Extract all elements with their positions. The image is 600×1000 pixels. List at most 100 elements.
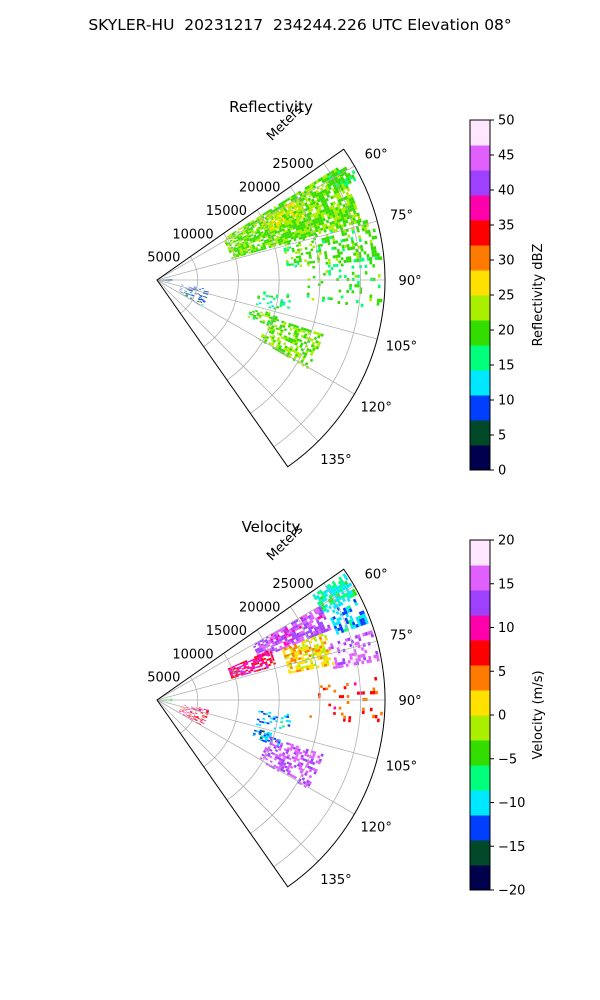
echo-cell	[272, 211, 277, 215]
echo-cell	[292, 226, 296, 230]
echo-cell	[276, 738, 280, 742]
echo-cell	[262, 297, 266, 300]
echo-cell	[266, 217, 271, 221]
echo-cell	[347, 591, 352, 596]
echo-cell	[279, 645, 283, 649]
echo-cell	[198, 723, 202, 726]
echo-cell	[202, 292, 206, 295]
echo-cell	[198, 710, 202, 712]
echo-cell	[254, 224, 258, 228]
echo-cell	[265, 713, 269, 716]
echo-cell	[287, 324, 291, 328]
echo-cell	[312, 213, 316, 217]
echo-cell	[251, 244, 255, 247]
echo-cell	[275, 637, 279, 641]
echo-cell	[291, 756, 295, 760]
echo-cell	[276, 306, 280, 309]
echo-cell	[286, 209, 290, 213]
echo-cell	[307, 215, 311, 219]
echo-cell	[284, 632, 289, 637]
echo-cell	[179, 710, 182, 712]
echo-cell	[181, 711, 184, 713]
echo-cell	[268, 214, 272, 218]
echo-cell	[229, 670, 232, 674]
echo-cell	[302, 653, 306, 657]
echo-cell	[319, 216, 323, 220]
echo-cell	[298, 666, 302, 670]
echo-cell	[271, 341, 276, 345]
echo-cell	[264, 243, 268, 246]
echo-cell	[296, 262, 300, 266]
echo-cell	[323, 640, 327, 645]
echo-cell	[303, 772, 308, 777]
echo-cell	[323, 237, 327, 241]
echo-cell	[286, 226, 290, 230]
echo-cell	[355, 623, 359, 628]
echo-cell	[310, 344, 315, 348]
echo-cell	[306, 649, 310, 653]
echo-cell	[295, 332, 300, 336]
echo-cell	[311, 761, 316, 766]
echo-cell	[340, 263, 344, 267]
echo-cell	[276, 639, 280, 643]
echo-cell	[351, 277, 355, 282]
echo-cell	[364, 226, 368, 231]
echo-cell	[348, 608, 353, 613]
echo-cell	[343, 182, 348, 187]
echo-cell	[323, 616, 327, 621]
echo-cell	[323, 205, 327, 210]
echo-cell	[250, 248, 254, 251]
echo-cell	[324, 253, 328, 257]
echo-cell	[303, 647, 307, 652]
echo-cell	[296, 217, 300, 222]
echo-cell	[236, 248, 240, 251]
echo-cell	[311, 341, 316, 346]
echo-cell	[319, 599, 324, 604]
echo-cell	[294, 757, 298, 761]
echo-cell	[280, 635, 284, 639]
echo-cell	[291, 231, 295, 235]
echo-cell	[333, 587, 338, 592]
echo-cell	[275, 642, 279, 646]
echo-cell	[332, 207, 337, 212]
echo-cell	[291, 194, 295, 199]
echo-cell	[337, 620, 341, 625]
echo-cell	[288, 633, 292, 637]
echo-cell	[370, 277, 373, 282]
echo-cell	[306, 347, 310, 352]
echo-cell	[360, 303, 364, 308]
echo-cell	[190, 290, 193, 292]
echo-cell	[293, 238, 297, 242]
echo-cell	[263, 750, 267, 754]
echo-cell	[322, 687, 326, 691]
echo-cell	[313, 203, 318, 208]
echo-cell	[308, 251, 312, 255]
echo-cell	[322, 655, 326, 659]
echo-cell	[376, 301, 380, 306]
echo-cell	[294, 207, 298, 212]
echo-cell	[191, 706, 194, 708]
echo-cell	[283, 748, 287, 752]
echo-cell	[241, 254, 244, 257]
colorbar-tick-label: 15	[498, 577, 515, 592]
echo-cell	[316, 757, 320, 762]
echo-cell	[268, 245, 272, 249]
echo-cell	[281, 235, 285, 239]
echo-cell	[352, 598, 357, 603]
echo-cell	[315, 189, 320, 194]
echo-cell	[291, 629, 296, 633]
echo-cell	[293, 744, 297, 748]
echo-cell	[196, 716, 199, 719]
echo-cell	[344, 216, 348, 221]
echo-cell	[301, 191, 305, 196]
echo-cell	[332, 173, 337, 178]
echo-cell	[283, 636, 287, 640]
echo-cell	[247, 235, 251, 238]
echo-cell	[241, 673, 244, 676]
echo-cell	[372, 714, 375, 719]
echo-cell	[281, 320, 285, 324]
echo-cell	[254, 237, 258, 241]
echo-cell	[307, 231, 311, 235]
echo-cell	[295, 752, 300, 756]
colorbar-segment	[470, 395, 490, 421]
